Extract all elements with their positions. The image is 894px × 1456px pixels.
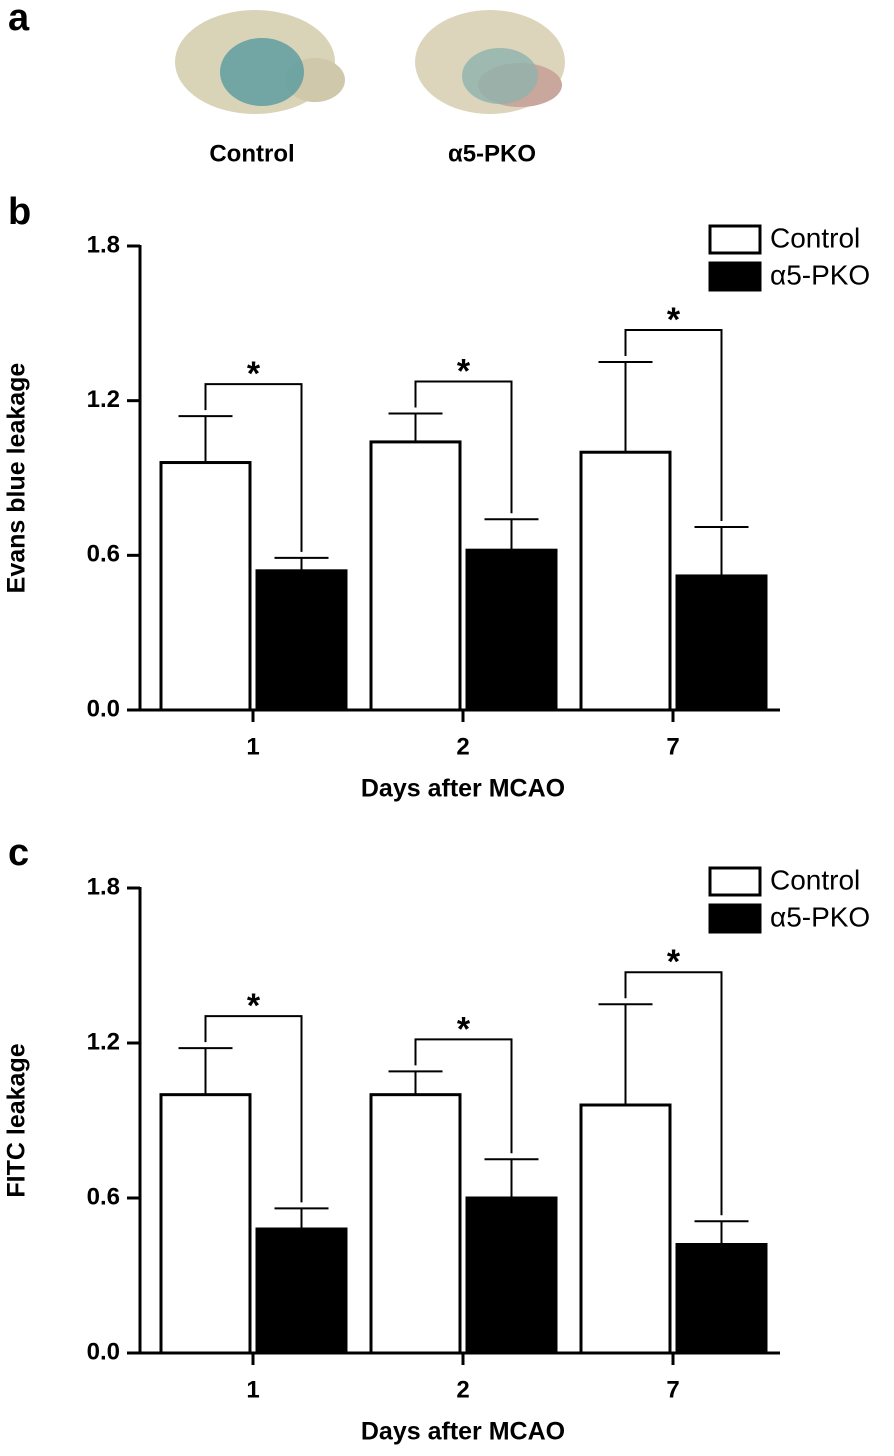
bar (369, 1093, 462, 1355)
error-bar (694, 1220, 749, 1245)
x-tick-label: 7 (666, 1376, 679, 1403)
significance-bracket (414, 380, 513, 514)
y-tick-label: 0.6 (87, 1183, 120, 1210)
legend-label: Control (770, 222, 860, 253)
bar (159, 1093, 252, 1355)
significance-label: * (247, 987, 261, 1025)
x-tick-label: 1 (246, 733, 259, 760)
bar (465, 548, 558, 712)
error-bar (178, 1047, 233, 1095)
significance-label: * (667, 943, 681, 981)
significance-label: * (457, 1010, 471, 1048)
error-bar (274, 556, 329, 571)
bar (675, 574, 768, 712)
significance-bracket (204, 383, 303, 552)
error-bar (388, 412, 443, 442)
bar (255, 1227, 348, 1355)
legend-label: α5-PKO (770, 901, 870, 932)
error-bar (484, 1158, 539, 1198)
significance-bracket (414, 1038, 513, 1154)
brain-image (175, 10, 345, 114)
significance-label: * (667, 301, 681, 339)
significance-bracket (204, 1015, 303, 1203)
x-tick-label: 7 (666, 733, 679, 760)
y-tick-label: 0.6 (87, 541, 120, 568)
legend-swatch (708, 261, 762, 292)
x-axis-label: Days after MCAO (361, 775, 565, 803)
x-tick-label: 1 (246, 1376, 259, 1403)
brain-image (415, 10, 565, 114)
bar (255, 569, 348, 712)
y-tick-label: 0.0 (87, 695, 120, 722)
error-bar (274, 1207, 329, 1229)
image-label: Control (209, 140, 294, 167)
error-bar (178, 415, 233, 463)
y-axis-label: Evans blue leakage (3, 363, 31, 594)
y-tick-label: 1.2 (87, 1028, 120, 1055)
legend-swatch (708, 224, 762, 255)
error-bar (388, 1070, 443, 1095)
x-tick-label: 2 (456, 733, 469, 760)
panel-label: b (8, 191, 31, 233)
legend-label: Control (770, 864, 860, 895)
bar (369, 440, 462, 712)
error-bar (484, 518, 539, 551)
y-tick-label: 0.0 (87, 1338, 120, 1365)
panel-label: c (8, 832, 29, 874)
error-bar (598, 1003, 653, 1105)
significance-label: * (247, 355, 261, 393)
significance-bracket (624, 329, 723, 521)
bar (675, 1243, 768, 1355)
x-tick-label: 2 (456, 1376, 469, 1403)
y-axis-label: FITC leakage (3, 1043, 31, 1197)
x-axis-label: Days after MCAO (361, 1418, 565, 1446)
legend-swatch (708, 866, 762, 897)
significance-label: * (457, 353, 471, 391)
error-bar (694, 525, 749, 576)
y-tick-label: 1.8 (87, 873, 120, 900)
y-tick-label: 1.8 (87, 231, 120, 258)
significance-bracket (624, 971, 723, 1216)
error-bar (598, 361, 653, 453)
bar (579, 450, 672, 712)
bar (465, 1196, 558, 1355)
image-label: α5-PKO (448, 140, 536, 167)
legend-swatch (708, 903, 762, 934)
legend-label: α5-PKO (770, 259, 870, 290)
y-tick-label: 1.2 (87, 386, 120, 413)
panel-label: a (8, 0, 30, 39)
bar (579, 1103, 672, 1355)
bar (159, 461, 252, 712)
